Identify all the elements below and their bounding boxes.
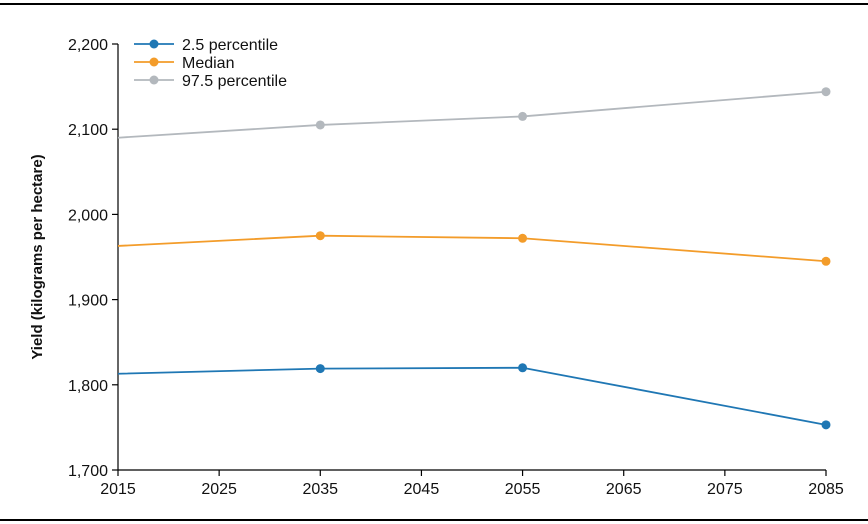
series-line <box>117 90 827 139</box>
data-point <box>821 420 831 430</box>
y-tick-label: 1,700 <box>68 463 108 480</box>
axes: 1,700 1,800 1,900 2,000 2,100 2,200 2015 2025 20… <box>68 37 844 498</box>
y-tick-label: 2,100 <box>68 122 108 139</box>
legend-marker <box>149 39 159 49</box>
legend-marker <box>149 75 159 85</box>
data-point <box>821 87 831 97</box>
legend-label: 2.5 percentile <box>182 37 278 54</box>
x-tick-label: 2045 <box>404 481 440 498</box>
y-tick-label: 2,000 <box>68 207 108 224</box>
x-tick-label: 2035 <box>302 481 338 498</box>
y-tick-label: 1,800 <box>68 378 108 395</box>
y-axis-label: Yield (kilograms per hectare) <box>29 154 46 359</box>
legend-marker <box>149 57 159 67</box>
legend-label: 97.5 percentile <box>182 73 287 90</box>
y-tick-label: 2,200 <box>68 37 108 54</box>
data-point <box>518 363 528 373</box>
data-point <box>315 120 325 130</box>
data-point <box>821 256 831 266</box>
data-point <box>518 233 528 243</box>
x-tick-label: 2085 <box>808 481 844 498</box>
x-tick-label: 2055 <box>505 481 541 498</box>
data-point <box>315 231 325 241</box>
x-tick-label: 2065 <box>606 481 642 498</box>
legend-label: Median <box>182 55 234 72</box>
data-point <box>315 364 325 374</box>
x-tick-label: 2075 <box>707 481 743 498</box>
x-tick-label: 2025 <box>201 481 237 498</box>
series-line <box>117 234 827 263</box>
series-layer <box>117 87 831 430</box>
data-point <box>518 111 528 121</box>
y-tick-label: 1,900 <box>68 293 108 310</box>
x-tick-label: 2015 <box>100 481 136 498</box>
series-line <box>117 366 827 426</box>
